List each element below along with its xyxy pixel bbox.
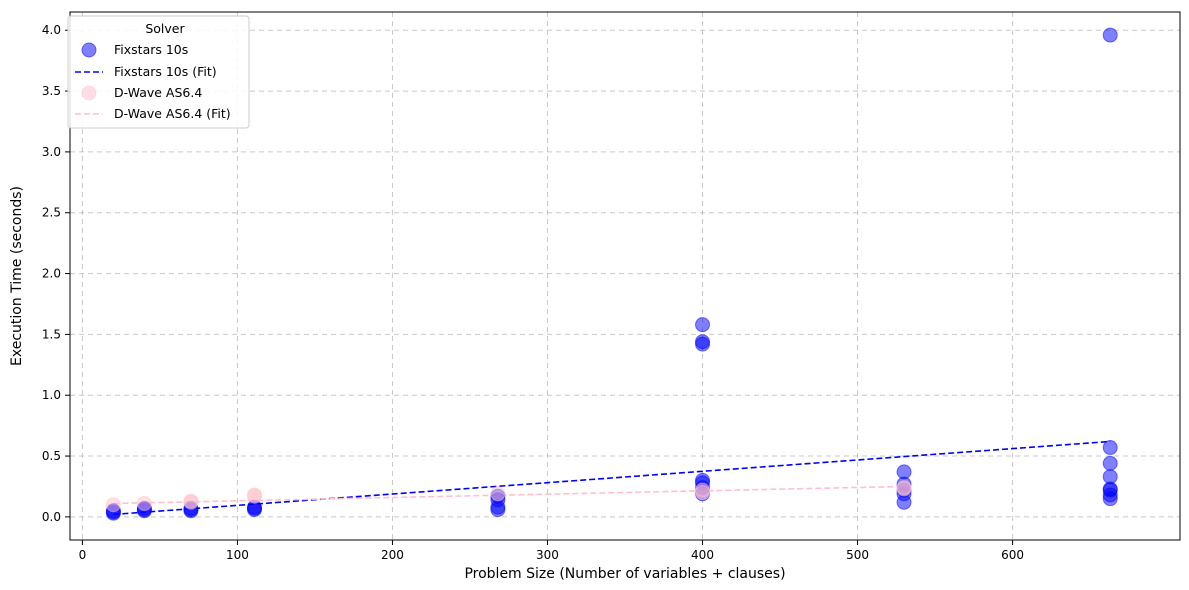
legend-frame — [67, 15, 250, 129]
point-fixstars-10s-30 — [1102, 455, 1118, 471]
y-tick-label-1: 0.5 — [42, 449, 61, 463]
point-fixstars-10s-35 — [1102, 491, 1118, 507]
legend-entry-dwave: D-Wave AS6.4 — [114, 85, 202, 100]
legend-marker-dwave — [81, 85, 97, 101]
y-tick-label-6: 3.0 — [42, 145, 61, 159]
series-line-d-wave-as6-4-fit — [113, 485, 905, 505]
y-tick-label-2: 1.0 — [42, 388, 61, 402]
point-fixstars-10s-27 — [896, 464, 912, 480]
point-d-wave-as6-4-0 — [105, 497, 121, 513]
legend-entry-fixstars-fit: Fixstars 10s (Fit) — [114, 64, 217, 79]
series-line-fixstars-10s-fit — [113, 440, 1111, 516]
point-fixstars-10s-29 — [1102, 440, 1118, 456]
x-tick-label-5: 500 — [846, 548, 869, 562]
legend-entry-fixstars: Fixstars 10s — [114, 42, 188, 57]
x-axis-label: Problem Size (Number of variables + clau… — [464, 566, 785, 582]
fit-lines — [113, 440, 1111, 516]
data-points — [105, 27, 1118, 521]
x-tick-label-1: 100 — [226, 548, 249, 562]
legend: Solver Fixstars 10s Fixstars 10s (Fit) D… — [67, 15, 250, 129]
x-tick-label-2: 200 — [381, 548, 404, 562]
y-tick-label-8: 4.0 — [42, 23, 61, 37]
plot-background — [70, 12, 1180, 540]
y-tick-label-7: 3.5 — [42, 84, 61, 98]
x-tick-label-3: 300 — [536, 548, 559, 562]
point-d-wave-as6-4-10 — [896, 480, 912, 496]
point-fixstars-10s-28 — [1102, 27, 1118, 43]
point-fixstars-10s-17 — [695, 334, 711, 350]
x-tick-label-0: 0 — [79, 548, 87, 562]
point-d-wave-as6-4-3 — [183, 493, 199, 509]
x-tick-label-6: 600 — [1001, 548, 1024, 562]
point-fixstars-10s-18 — [695, 317, 711, 333]
legend-marker-fixstars — [81, 42, 97, 58]
plot-frame — [69, 11, 1181, 541]
y-tick-label-5: 2.5 — [42, 206, 61, 220]
x-tick-label-4: 400 — [691, 548, 714, 562]
y-tick-label-3: 1.5 — [42, 327, 61, 341]
legend-title: Solver — [145, 21, 185, 36]
axis-ticks: 0 100 200 300 400 500 600 0.0 0.5 1.0 1.5 2.0 2.5 3.0… — [42, 23, 1024, 562]
y-tick-label-4: 2.0 — [42, 267, 61, 281]
point-d-wave-as6-4-6 — [490, 486, 506, 502]
y-axis-label: Execution Time (seconds) — [9, 186, 25, 366]
point-d-wave-as6-4-5 — [246, 487, 262, 503]
legend-entry-dwave-fit: D-Wave AS6.4 (Fit) — [114, 106, 231, 121]
point-d-wave-as6-4-1 — [136, 496, 152, 512]
y-tick-label-0: 0.0 — [42, 510, 61, 524]
point-d-wave-as6-4-8 — [695, 482, 711, 498]
